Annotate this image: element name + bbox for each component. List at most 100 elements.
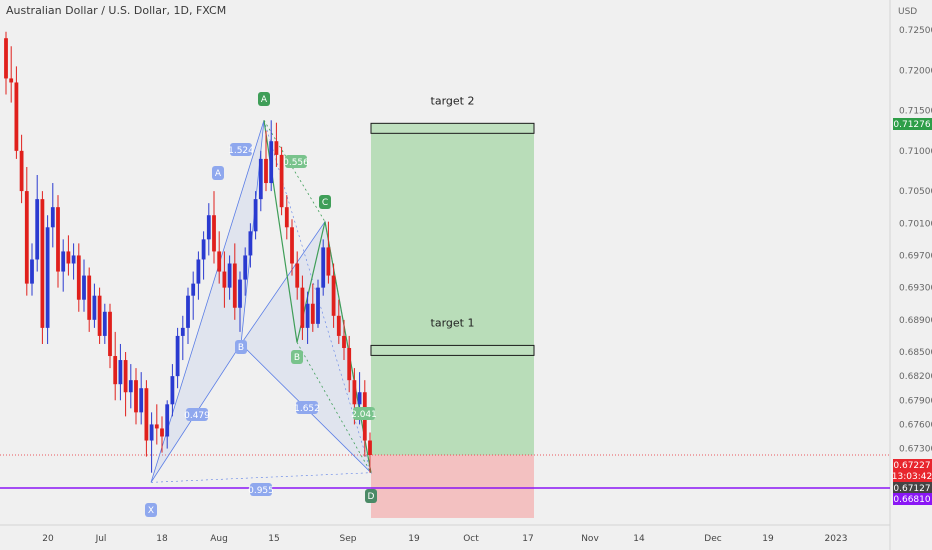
candle-body — [134, 380, 138, 413]
target-2-label: target 2 — [431, 94, 475, 107]
price-tag-label: 0.67127 — [893, 484, 930, 494]
candle-body — [217, 251, 222, 272]
candle-body — [149, 424, 154, 441]
x-tick-label: 20 — [42, 534, 54, 544]
ratio-label: 1.524 — [228, 146, 254, 156]
candle-body — [108, 311, 112, 357]
x-tick-label: Jul — [95, 534, 107, 544]
candle-body — [160, 428, 164, 437]
candle-body — [154, 424, 159, 429]
target-1-label: target 1 — [431, 316, 475, 329]
x-tick-label: 19 — [762, 534, 774, 544]
price-tag — [893, 470, 932, 482]
symbol-title: Australian Dollar / U.S. Dollar, 1D, FXC… — [6, 4, 227, 17]
candle-body — [113, 356, 118, 385]
candle-body — [71, 255, 76, 264]
ratio-label: 0.556 — [283, 158, 309, 168]
candle-body — [186, 295, 190, 328]
candle-body — [331, 275, 336, 316]
candle-body — [206, 215, 211, 240]
ratio-badge — [285, 155, 307, 168]
candle-body — [50, 207, 55, 228]
profit-zone — [371, 128, 534, 455]
price-tag — [893, 118, 932, 130]
candle-body — [336, 315, 341, 336]
candle-body — [274, 141, 279, 155]
point-label: B — [238, 343, 244, 353]
stop-zone — [371, 454, 534, 518]
target-2-box — [370, 122, 535, 134]
candle-body — [269, 141, 274, 184]
candle-body — [352, 380, 357, 405]
ratio-label: 0.479 — [184, 411, 210, 421]
candle-body — [316, 287, 320, 324]
candle-body — [144, 388, 149, 441]
x-tick-label: 17 — [522, 534, 533, 544]
ratio-badge — [230, 143, 252, 156]
candle-body — [295, 263, 300, 288]
x-tick-label: 18 — [156, 534, 168, 544]
point-badge — [235, 340, 247, 354]
point-badge-b-green — [291, 350, 303, 364]
ac-ratio-line — [263, 120, 326, 222]
candle-body — [357, 392, 362, 405]
candle-body — [264, 158, 268, 184]
candle-body — [290, 227, 294, 264]
candle-body — [30, 259, 34, 284]
candle-body — [45, 227, 50, 328]
candle-body — [66, 251, 71, 264]
point-label: C — [322, 198, 328, 208]
candle-body — [92, 295, 97, 320]
candle-body — [279, 154, 284, 208]
candle-body — [284, 207, 289, 228]
candle-body — [175, 335, 180, 377]
ratio-badge — [296, 401, 318, 414]
x-tick-label: Dec — [704, 534, 721, 544]
candle-body — [300, 287, 305, 328]
candle-body — [248, 231, 253, 256]
ratio-badge — [250, 483, 272, 496]
candle-body — [326, 247, 331, 276]
candle-body — [253, 199, 258, 232]
price-tag — [893, 482, 932, 494]
candle-body — [201, 239, 206, 260]
x-tick-label: Nov — [581, 534, 599, 544]
y-tick-label: 0.67300 — [899, 445, 932, 455]
candle-body — [35, 199, 40, 260]
x-tick-label: 2023 — [825, 534, 848, 544]
candle-body — [139, 388, 144, 413]
point-badge — [365, 489, 377, 503]
xd-ratio-line — [150, 472, 372, 483]
candle-body — [191, 283, 196, 296]
abcd-pattern-line — [263, 120, 372, 473]
candle-body — [310, 303, 315, 324]
candle-body — [76, 255, 81, 300]
candle-body — [342, 335, 346, 348]
candle-body — [82, 275, 86, 300]
target-1-box — [370, 344, 535, 356]
candle-body — [128, 380, 133, 393]
candle-body — [165, 404, 170, 437]
candle-body — [61, 251, 66, 272]
x-tick-label: Oct — [463, 534, 479, 544]
candle-body — [368, 440, 372, 455]
candle-body — [227, 263, 232, 288]
point-label: X — [148, 506, 154, 516]
point-label-a-green: A — [261, 95, 268, 105]
point-label: A — [215, 169, 222, 179]
x-tick-label: 15 — [268, 534, 279, 544]
price-tag-label: 0.66810 — [893, 495, 930, 505]
candle-body — [9, 78, 14, 83]
candle-body — [243, 255, 248, 280]
candle-body — [222, 271, 227, 288]
price-tag — [893, 459, 932, 471]
